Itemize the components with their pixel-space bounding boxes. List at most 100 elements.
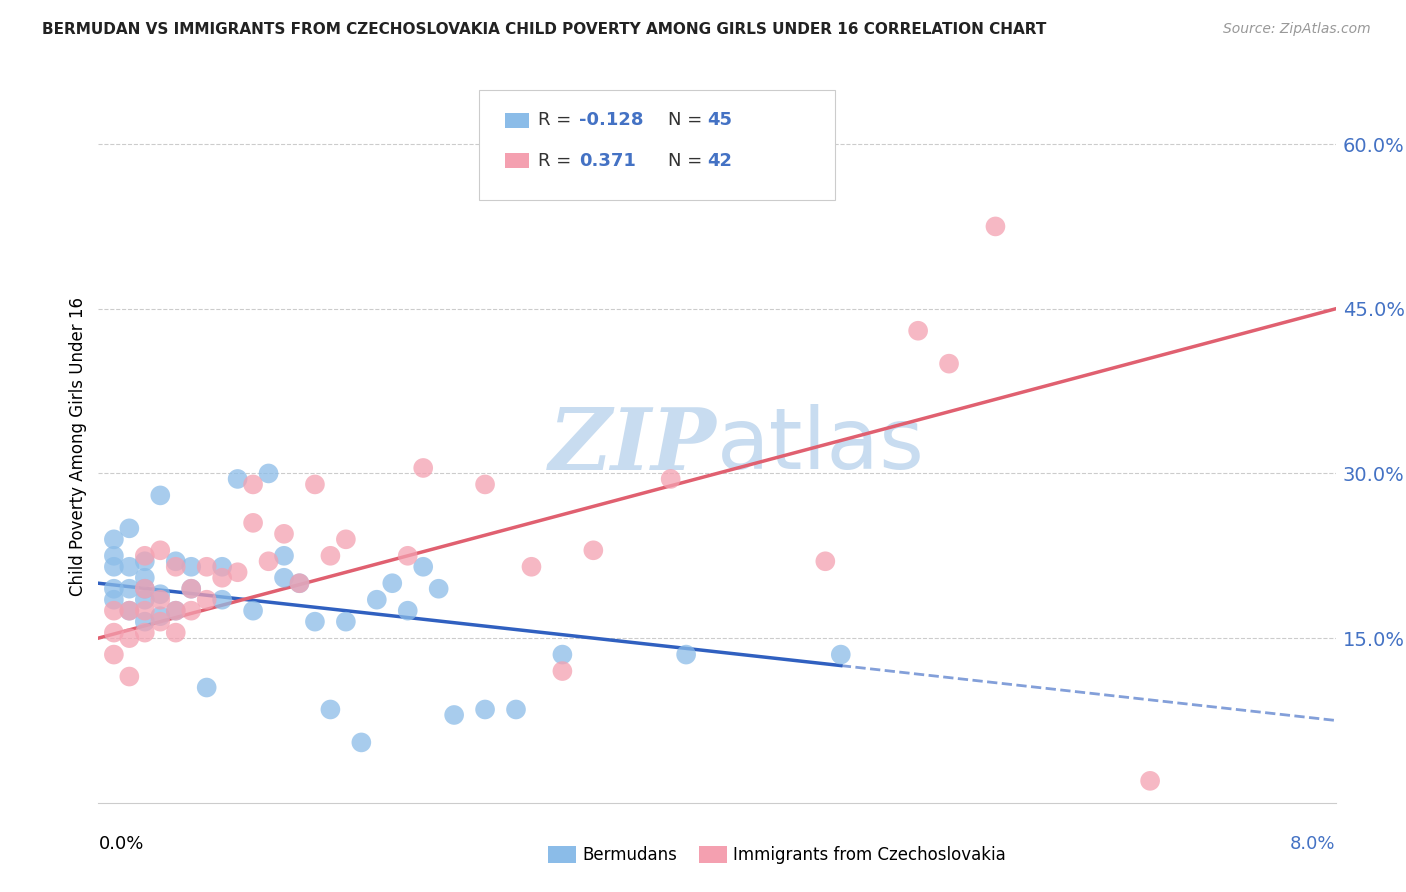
Point — [118, 604, 141, 618]
Point — [149, 592, 172, 607]
Point — [659, 472, 682, 486]
Point — [134, 571, 156, 585]
Point — [350, 735, 373, 749]
Point — [149, 543, 172, 558]
Point — [396, 549, 419, 563]
Text: N =: N = — [668, 152, 707, 169]
Text: Immigrants from Czechoslovakia: Immigrants from Czechoslovakia — [733, 846, 1005, 863]
Point — [381, 576, 404, 591]
Point — [165, 554, 187, 568]
Point — [118, 669, 141, 683]
Point — [474, 702, 496, 716]
Point — [907, 324, 929, 338]
Text: 0.0%: 0.0% — [98, 835, 143, 853]
Point — [118, 604, 141, 618]
Point — [134, 582, 156, 596]
Point — [103, 533, 125, 547]
Point — [103, 549, 125, 563]
Point — [103, 559, 125, 574]
Point — [103, 625, 125, 640]
Point — [520, 559, 543, 574]
Point — [814, 554, 837, 568]
Point — [288, 576, 311, 591]
Text: 45: 45 — [707, 112, 733, 129]
Text: -0.128: -0.128 — [579, 112, 644, 129]
Point — [165, 559, 187, 574]
Point — [443, 708, 465, 723]
Point — [118, 559, 141, 574]
Text: Bermudans: Bermudans — [582, 846, 676, 863]
Point — [474, 477, 496, 491]
Text: 0.371: 0.371 — [579, 152, 636, 169]
Point — [118, 631, 141, 645]
Y-axis label: Child Poverty Among Girls Under 16: Child Poverty Among Girls Under 16 — [69, 296, 87, 596]
Point — [134, 615, 156, 629]
Point — [103, 582, 125, 596]
Point — [830, 648, 852, 662]
Point — [304, 477, 326, 491]
Point — [582, 543, 605, 558]
Point — [195, 559, 218, 574]
Point — [134, 549, 156, 563]
Point — [304, 615, 326, 629]
Point — [505, 702, 527, 716]
Text: ZIP: ZIP — [550, 404, 717, 488]
Point — [118, 582, 141, 596]
Point — [149, 587, 172, 601]
Point — [103, 648, 125, 662]
Text: R =: R = — [538, 112, 578, 129]
Point — [165, 604, 187, 618]
Point — [551, 648, 574, 662]
Point — [427, 582, 450, 596]
Point — [551, 664, 574, 678]
Point — [134, 554, 156, 568]
Point — [180, 559, 202, 574]
Point — [288, 576, 311, 591]
Point — [273, 526, 295, 541]
Point — [149, 609, 172, 624]
Point — [257, 554, 280, 568]
Point — [1139, 773, 1161, 788]
Point — [195, 681, 218, 695]
Point — [366, 592, 388, 607]
Point — [165, 604, 187, 618]
Point — [134, 592, 156, 607]
Point — [165, 625, 187, 640]
Point — [211, 559, 233, 574]
Point — [938, 357, 960, 371]
Point — [412, 559, 434, 574]
Text: BERMUDAN VS IMMIGRANTS FROM CZECHOSLOVAKIA CHILD POVERTY AMONG GIRLS UNDER 16 CO: BERMUDAN VS IMMIGRANTS FROM CZECHOSLOVAK… — [42, 22, 1046, 37]
Point — [180, 582, 202, 596]
Point — [211, 592, 233, 607]
Point — [134, 582, 156, 596]
Point — [134, 604, 156, 618]
Point — [211, 571, 233, 585]
Point — [984, 219, 1007, 234]
Text: R =: R = — [538, 152, 583, 169]
Point — [335, 533, 357, 547]
Point — [118, 521, 141, 535]
Point — [319, 702, 342, 716]
Point — [180, 604, 202, 618]
Point — [149, 488, 172, 502]
Point — [242, 516, 264, 530]
Point — [134, 625, 156, 640]
Point — [273, 549, 295, 563]
Point — [180, 582, 202, 596]
Point — [226, 566, 249, 580]
Text: 8.0%: 8.0% — [1291, 835, 1336, 853]
Point — [103, 604, 125, 618]
Point — [242, 604, 264, 618]
Point — [675, 648, 697, 662]
Point — [273, 571, 295, 585]
Text: Source: ZipAtlas.com: Source: ZipAtlas.com — [1223, 22, 1371, 37]
Point — [335, 615, 357, 629]
Point — [103, 592, 125, 607]
Point — [412, 461, 434, 475]
Text: 42: 42 — [707, 152, 733, 169]
Point — [257, 467, 280, 481]
Text: N =: N = — [668, 112, 707, 129]
Point — [242, 477, 264, 491]
Text: atlas: atlas — [717, 404, 925, 488]
Point — [149, 615, 172, 629]
